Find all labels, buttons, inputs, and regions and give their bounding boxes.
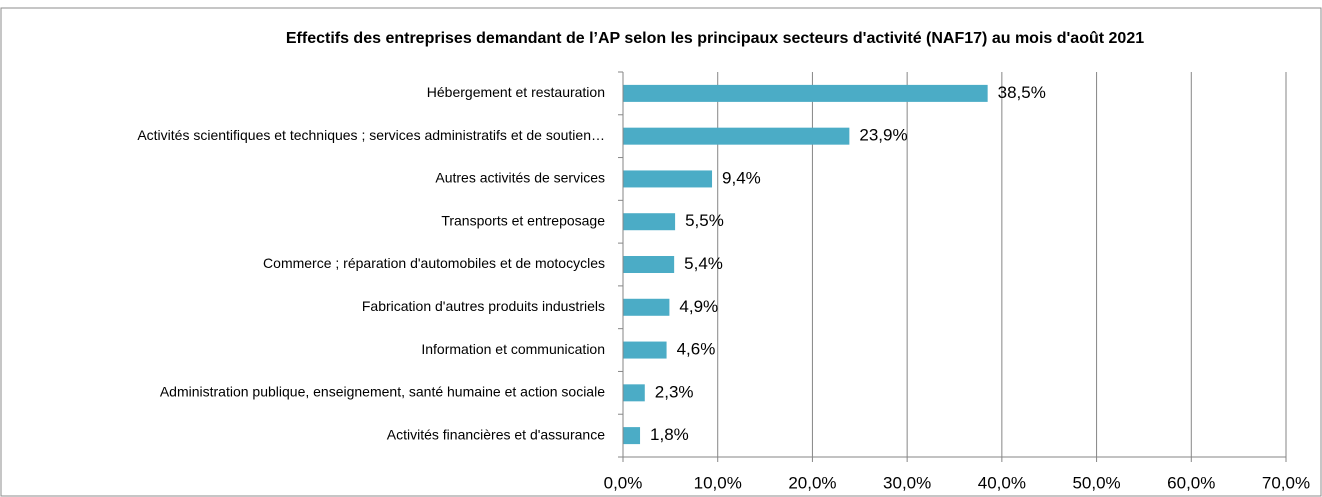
y-tick-label: Activités financières et d'assurance [387, 426, 605, 442]
y-tick-label: Transports et entreposage [441, 212, 605, 228]
bar [623, 213, 676, 231]
x-tick-label: 50,0% [1072, 473, 1120, 492]
x-tick-label: 0,0% [604, 473, 643, 492]
value-label: 38,5% [998, 83, 1046, 102]
chart-title: Effectifs des entreprises demandant de l… [285, 30, 1145, 47]
y-tick-label: Autres activités de services [435, 170, 605, 186]
x-tick-label: 60,0% [1167, 473, 1215, 492]
x-tick-label: 20,0% [788, 473, 836, 492]
x-tick-label: 40,0% [978, 473, 1026, 492]
x-tick-label: 30,0% [883, 473, 931, 492]
y-tick-label: Administration publique, enseignement, s… [160, 384, 605, 400]
bar [623, 84, 988, 102]
x-tick-label: 70,0% [1262, 473, 1310, 492]
bar [623, 384, 645, 402]
bar [623, 170, 713, 188]
y-tick-label: Hébergement et restauration [427, 84, 605, 100]
bar [623, 256, 675, 273]
chart-frame [0, 7, 1322, 497]
x-tick-label: 10,0% [694, 473, 742, 492]
bar [623, 298, 670, 316]
y-tick-label: Commerce ; réparation d'automobiles et d… [263, 255, 605, 271]
bar [623, 127, 850, 145]
value-label: 9,4% [722, 168, 761, 187]
value-label: 23,9% [859, 126, 907, 145]
y-tick-label: Activités scientifiques et techniques ; … [137, 127, 605, 143]
y-tick-label: Fabrication d'autres produits industriel… [362, 298, 605, 314]
bar [623, 341, 667, 359]
value-label: 1,8% [650, 425, 689, 444]
value-label: 2,3% [655, 382, 694, 401]
value-label: 4,6% [677, 340, 716, 359]
y-tick-label: Information et communication [421, 341, 605, 357]
bar [623, 427, 641, 445]
value-label: 5,4% [684, 254, 723, 273]
value-label: 5,5% [685, 211, 724, 230]
value-label: 4,9% [679, 297, 718, 316]
